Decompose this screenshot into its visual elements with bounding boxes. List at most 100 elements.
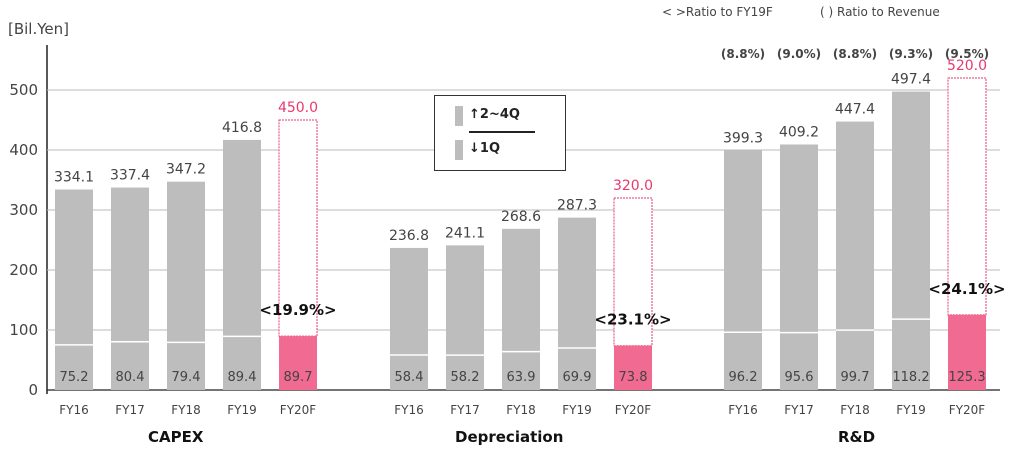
bar-2-4q	[892, 91, 930, 320]
bar-total-label: 450.0	[278, 100, 318, 116]
legend-label-2-4q: ↑2~4Q	[469, 107, 520, 122]
legend-ratio-revenue: ( ) Ratio to Revenue	[820, 5, 940, 19]
ratio-to-fy19f-label: <24.1%>	[928, 280, 1005, 298]
bar-total-label: 268.6	[501, 209, 541, 225]
bar-2-4q	[836, 121, 874, 331]
bar-1q-label: 99.7	[841, 370, 870, 385]
bar-total-label: 241.1	[445, 225, 485, 241]
group-title-depreciation: Depreciation	[455, 428, 564, 446]
ratio-to-revenue-label: (9.5%)	[945, 47, 989, 61]
bar-2-4q	[724, 150, 762, 333]
bar-1q-label: 125.3	[948, 370, 985, 385]
x-tick-label: FY18	[840, 403, 870, 417]
bar-total-label: 399.3	[723, 130, 763, 146]
x-tick-label: FY20F	[615, 403, 652, 417]
bar-1q-label: 95.6	[785, 370, 814, 385]
legend-swatch-2-4q	[455, 106, 463, 126]
bar-1q	[724, 332, 762, 390]
x-tick-label: FY19	[227, 403, 257, 417]
bar-1q	[167, 342, 205, 390]
legend-divider	[469, 131, 535, 133]
bar-1q	[223, 336, 261, 390]
bar-2-4q	[167, 181, 205, 343]
legend-swatch-1q	[455, 140, 463, 160]
x-tick-label: FY16	[394, 403, 424, 417]
x-tick-label: FY17	[450, 403, 480, 417]
group-title-rd: R&D	[838, 428, 876, 446]
bar-1q	[502, 351, 540, 390]
y-tick-label: 200	[9, 261, 38, 279]
bar-1q	[446, 355, 484, 390]
x-tick-label: FY17	[784, 403, 814, 417]
bar-1q-label: 80.4	[116, 370, 145, 385]
ratio-to-revenue-label: (9.3%)	[889, 47, 933, 61]
bar-2-4q	[780, 144, 818, 333]
bar-2-4q	[558, 217, 596, 349]
bar-2-4q-forecast	[947, 77, 987, 316]
bar-1q-label: 89.7	[284, 370, 313, 385]
bar-1q-label: 118.2	[892, 370, 929, 385]
bar-1q-label: 63.9	[507, 370, 536, 385]
bar-1q	[55, 344, 93, 390]
bar-1q-label: 69.9	[563, 370, 592, 385]
bar-2-4q-forecast	[613, 197, 653, 347]
ratio-to-revenue-label: (9.0%)	[777, 47, 821, 61]
ratio-to-fy19f-label: <19.9%>	[259, 301, 336, 319]
ratio-to-fy19f-label: <23.1%>	[594, 311, 671, 329]
ratio-to-revenue-label: (8.8%)	[833, 47, 877, 61]
bar-1q-label: 73.8	[619, 370, 648, 385]
bar-1q	[390, 354, 428, 390]
bar-1q-label: 89.4	[228, 370, 257, 385]
bar-total-label: 236.8	[389, 228, 429, 244]
x-tick-label: FY19	[896, 403, 926, 417]
bar-total-label: 447.4	[835, 102, 875, 118]
bar-2-4q	[223, 139, 261, 337]
y-tick-label: 100	[9, 321, 38, 339]
bar-1q-label: 79.4	[172, 370, 201, 385]
bar-total-label: 409.2	[779, 124, 819, 140]
x-tick-label: FY19	[562, 403, 592, 417]
bar-1q-label: 58.2	[451, 370, 480, 385]
x-tick-label: FY16	[728, 403, 758, 417]
ratio-to-revenue-label: (8.8%)	[721, 47, 765, 61]
bar-1q-label: 75.2	[60, 370, 89, 385]
y-tick-label: 400	[9, 141, 38, 159]
group-title-capex: CAPEX	[148, 428, 204, 446]
bar-total-label: 320.0	[613, 178, 653, 194]
bar-1q-label: 96.2	[729, 370, 758, 385]
x-tick-label: FY20F	[949, 403, 986, 417]
bar-1q	[558, 348, 596, 390]
y-tick-label: 500	[9, 81, 38, 99]
x-tick-label: FY17	[115, 403, 145, 417]
bar-total-label: 347.2	[166, 162, 206, 178]
bar-2-4q-forecast	[278, 119, 318, 337]
bar-total-label: 416.8	[222, 120, 262, 136]
legend-label-1q: ↓1Q	[469, 141, 500, 156]
unit-label: [Bil.Yen]	[8, 20, 70, 38]
bar-total-label: 337.4	[110, 168, 150, 184]
x-tick-label: FY18	[506, 403, 536, 417]
bar-2-4q	[111, 187, 149, 342]
x-tick-label: FY20F	[280, 403, 317, 417]
bar-1q	[836, 330, 874, 390]
bar-2-4q	[502, 228, 540, 352]
quarter-legend-box: ↑2~4Q ↓1Q	[434, 95, 566, 171]
y-tick-label: 0	[28, 381, 38, 399]
y-tick-label: 300	[9, 201, 38, 219]
x-tick-label: FY16	[59, 403, 89, 417]
bar-total-label: 497.4	[891, 72, 931, 88]
bar-total-label: 334.1	[54, 170, 94, 186]
bar-1q-forecast	[614, 345, 652, 390]
bar-1q	[111, 341, 149, 390]
bar-1q-forecast	[279, 336, 317, 390]
bar-1q-forecast	[948, 314, 986, 390]
bar-1q	[780, 332, 818, 390]
bar-total-label: 287.3	[557, 198, 597, 214]
bar-total-label: 520.0	[947, 58, 987, 74]
legend-ratio-fy19f: < >Ratio to FY19F	[662, 5, 773, 19]
x-tick-label: FY18	[171, 403, 201, 417]
bar-1q	[892, 319, 930, 390]
bar-2-4q	[390, 247, 428, 355]
bar-2-4q	[446, 245, 484, 356]
